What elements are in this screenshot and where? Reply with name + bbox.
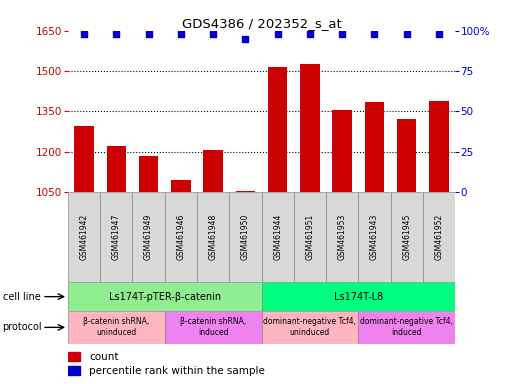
FancyBboxPatch shape <box>294 192 326 282</box>
Point <box>144 31 153 37</box>
Bar <box>429 101 449 384</box>
FancyBboxPatch shape <box>229 192 262 282</box>
FancyBboxPatch shape <box>100 192 132 282</box>
Text: Ls174T-pTER-β-catenin: Ls174T-pTER-β-catenin <box>109 291 221 302</box>
Text: count: count <box>89 352 119 362</box>
Bar <box>171 180 190 384</box>
Text: GSM461942: GSM461942 <box>79 214 88 260</box>
FancyBboxPatch shape <box>165 311 262 344</box>
Text: cell line: cell line <box>3 291 40 302</box>
Point <box>435 31 443 37</box>
FancyBboxPatch shape <box>68 282 262 311</box>
FancyBboxPatch shape <box>132 192 165 282</box>
Bar <box>268 67 287 384</box>
Bar <box>107 146 126 384</box>
Point <box>209 31 218 37</box>
Bar <box>333 110 352 384</box>
Point <box>305 31 314 37</box>
FancyBboxPatch shape <box>262 282 455 311</box>
Bar <box>397 119 416 384</box>
Bar <box>68 353 81 361</box>
FancyBboxPatch shape <box>358 192 391 282</box>
Text: GSM461949: GSM461949 <box>144 214 153 260</box>
Bar <box>236 191 255 384</box>
Bar <box>68 366 81 375</box>
Text: GSM461946: GSM461946 <box>176 214 185 260</box>
Point <box>241 36 249 42</box>
Point <box>177 31 185 37</box>
Bar <box>74 126 94 384</box>
Text: protocol: protocol <box>3 322 42 333</box>
Text: β-catenin shRNA,
uninduced: β-catenin shRNA, uninduced <box>83 317 150 338</box>
Bar <box>139 156 158 384</box>
Text: dominant-negative Tcf4,
induced: dominant-negative Tcf4, induced <box>360 317 453 338</box>
Point <box>274 31 282 37</box>
FancyBboxPatch shape <box>423 192 455 282</box>
Text: GSM461950: GSM461950 <box>241 214 250 260</box>
FancyBboxPatch shape <box>391 192 423 282</box>
Bar <box>365 102 384 384</box>
Text: GSM461947: GSM461947 <box>112 214 121 260</box>
FancyBboxPatch shape <box>326 192 358 282</box>
Text: GSM461943: GSM461943 <box>370 214 379 260</box>
FancyBboxPatch shape <box>262 192 294 282</box>
Point <box>112 31 120 37</box>
Bar <box>203 151 223 384</box>
FancyBboxPatch shape <box>358 311 455 344</box>
Point <box>370 31 379 37</box>
FancyBboxPatch shape <box>262 311 358 344</box>
Text: GSM461948: GSM461948 <box>209 214 218 260</box>
Text: GSM461953: GSM461953 <box>338 214 347 260</box>
Point <box>338 31 346 37</box>
Text: GSM461944: GSM461944 <box>273 214 282 260</box>
Point <box>403 31 411 37</box>
FancyBboxPatch shape <box>68 311 165 344</box>
Text: GSM461951: GSM461951 <box>305 214 314 260</box>
Text: percentile rank within the sample: percentile rank within the sample <box>89 366 265 376</box>
Title: GDS4386 / 202352_s_at: GDS4386 / 202352_s_at <box>181 17 342 30</box>
FancyBboxPatch shape <box>197 192 229 282</box>
Text: dominant-negative Tcf4,
uninduced: dominant-negative Tcf4, uninduced <box>264 317 356 338</box>
FancyBboxPatch shape <box>165 192 197 282</box>
Text: β-catenin shRNA,
induced: β-catenin shRNA, induced <box>180 317 246 338</box>
Text: GSM461952: GSM461952 <box>435 214 444 260</box>
Bar <box>300 65 320 384</box>
FancyBboxPatch shape <box>68 192 100 282</box>
Text: Ls174T-L8: Ls174T-L8 <box>334 291 383 302</box>
Text: GSM461945: GSM461945 <box>402 214 411 260</box>
Point <box>80 31 88 37</box>
